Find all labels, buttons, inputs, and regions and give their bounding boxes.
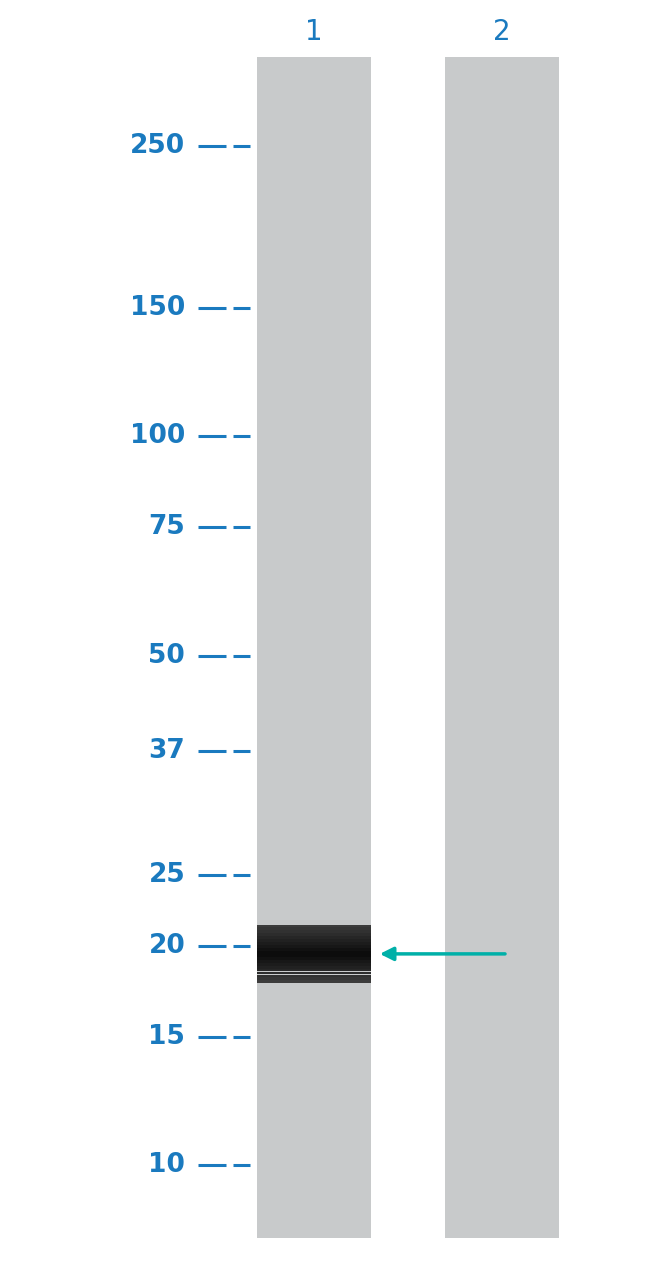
- Text: 50: 50: [148, 643, 185, 669]
- Bar: [257, 956, 370, 960]
- Text: 150: 150: [130, 295, 185, 321]
- Text: 2: 2: [493, 18, 511, 46]
- Bar: [257, 954, 370, 956]
- Text: 1: 1: [305, 18, 322, 46]
- Text: 250: 250: [130, 133, 185, 159]
- Bar: [257, 963, 370, 965]
- Bar: [257, 974, 370, 978]
- Bar: [257, 942, 370, 945]
- Text: 20: 20: [148, 933, 185, 959]
- Bar: [257, 960, 370, 963]
- Bar: [257, 980, 370, 983]
- Bar: [257, 940, 370, 942]
- Bar: [257, 57, 370, 1238]
- Bar: [257, 925, 370, 927]
- Text: 100: 100: [130, 423, 185, 450]
- Bar: [257, 945, 370, 947]
- Text: 75: 75: [148, 514, 185, 540]
- Bar: [445, 57, 559, 1238]
- Bar: [257, 969, 370, 972]
- Text: 37: 37: [148, 738, 185, 765]
- Text: 15: 15: [148, 1024, 185, 1050]
- Bar: [257, 931, 370, 933]
- Bar: [257, 951, 370, 954]
- Text: 25: 25: [148, 862, 185, 888]
- Bar: [257, 949, 370, 951]
- Bar: [257, 933, 370, 936]
- Bar: [257, 936, 370, 939]
- Text: 10: 10: [148, 1152, 185, 1179]
- Bar: [257, 978, 370, 980]
- Bar: [257, 965, 370, 969]
- Bar: [257, 927, 370, 931]
- Bar: [257, 972, 370, 974]
